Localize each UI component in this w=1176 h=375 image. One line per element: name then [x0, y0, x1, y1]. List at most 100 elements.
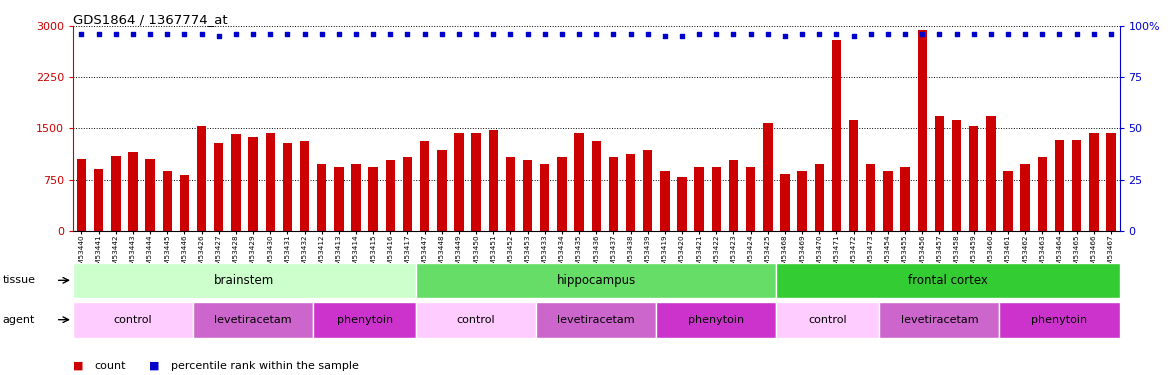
- Point: [415, 32, 434, 38]
- Point: [501, 32, 520, 38]
- Point: [655, 33, 674, 39]
- Bar: [111, 156, 120, 231]
- Bar: [1037, 157, 1047, 231]
- Point: [690, 32, 709, 38]
- Point: [158, 32, 176, 38]
- Bar: [128, 152, 138, 231]
- Bar: [776, 302, 880, 338]
- Point: [209, 33, 228, 39]
- Bar: [76, 159, 86, 231]
- Bar: [746, 166, 755, 231]
- Bar: [420, 141, 429, 231]
- Point: [1102, 32, 1121, 38]
- Bar: [313, 302, 416, 338]
- Point: [724, 32, 743, 38]
- Bar: [815, 164, 824, 231]
- Bar: [94, 170, 103, 231]
- Point: [587, 32, 606, 38]
- Bar: [146, 159, 155, 231]
- Point: [896, 32, 915, 38]
- Bar: [831, 40, 841, 231]
- Point: [295, 32, 314, 38]
- Bar: [763, 123, 773, 231]
- Bar: [1055, 140, 1064, 231]
- Point: [106, 32, 125, 38]
- Point: [1084, 32, 1103, 38]
- Bar: [523, 160, 533, 231]
- Point: [639, 32, 657, 38]
- Text: brainstem: brainstem: [214, 274, 275, 287]
- Bar: [488, 130, 497, 231]
- Bar: [609, 157, 619, 231]
- Bar: [797, 171, 807, 231]
- Bar: [437, 150, 447, 231]
- Bar: [1107, 133, 1116, 231]
- Bar: [557, 157, 567, 231]
- Bar: [540, 164, 549, 231]
- Bar: [352, 164, 361, 231]
- Text: count: count: [94, 361, 126, 370]
- Point: [1033, 32, 1051, 38]
- Bar: [880, 302, 1000, 338]
- Point: [861, 32, 880, 38]
- Bar: [656, 302, 776, 338]
- Bar: [318, 164, 327, 231]
- Bar: [1089, 133, 1098, 231]
- Point: [930, 32, 949, 38]
- Point: [329, 32, 348, 38]
- Text: levetiracetam: levetiracetam: [557, 315, 635, 325]
- Point: [433, 32, 452, 38]
- Text: levetiracetam: levetiracetam: [214, 315, 292, 325]
- Point: [449, 32, 468, 38]
- Bar: [695, 166, 704, 231]
- Text: ■: ■: [149, 361, 160, 370]
- Bar: [232, 134, 241, 231]
- Bar: [660, 171, 669, 231]
- Bar: [917, 30, 927, 231]
- Text: control: control: [809, 315, 847, 325]
- Point: [363, 32, 382, 38]
- Point: [1068, 32, 1087, 38]
- Point: [399, 32, 417, 38]
- Point: [964, 32, 983, 38]
- Point: [1016, 32, 1035, 38]
- Bar: [214, 143, 223, 231]
- Bar: [935, 116, 944, 231]
- Text: tissue: tissue: [2, 275, 35, 285]
- Point: [141, 32, 160, 38]
- Point: [1050, 32, 1069, 38]
- Point: [810, 32, 829, 38]
- Bar: [883, 171, 893, 231]
- Point: [89, 32, 108, 38]
- Bar: [1021, 164, 1030, 231]
- Bar: [729, 160, 739, 231]
- Point: [175, 32, 194, 38]
- Bar: [643, 150, 653, 231]
- Bar: [780, 174, 790, 231]
- Point: [313, 32, 332, 38]
- Point: [604, 32, 623, 38]
- Bar: [969, 126, 978, 231]
- Bar: [574, 133, 583, 231]
- Point: [707, 32, 726, 38]
- Bar: [626, 154, 635, 231]
- Bar: [472, 133, 481, 231]
- Bar: [776, 262, 1120, 298]
- Text: control: control: [114, 315, 152, 325]
- Point: [827, 32, 846, 38]
- Point: [741, 32, 760, 38]
- Bar: [866, 164, 875, 231]
- Point: [878, 32, 897, 38]
- Text: hippocampus: hippocampus: [556, 274, 636, 287]
- Point: [913, 32, 931, 38]
- Point: [347, 32, 366, 38]
- Point: [243, 32, 262, 38]
- Text: ■: ■: [73, 361, 83, 370]
- Bar: [711, 166, 721, 231]
- Bar: [416, 302, 536, 338]
- Point: [278, 32, 296, 38]
- Bar: [180, 175, 189, 231]
- Bar: [300, 141, 309, 231]
- Point: [621, 32, 640, 38]
- Text: frontal cortex: frontal cortex: [908, 274, 988, 287]
